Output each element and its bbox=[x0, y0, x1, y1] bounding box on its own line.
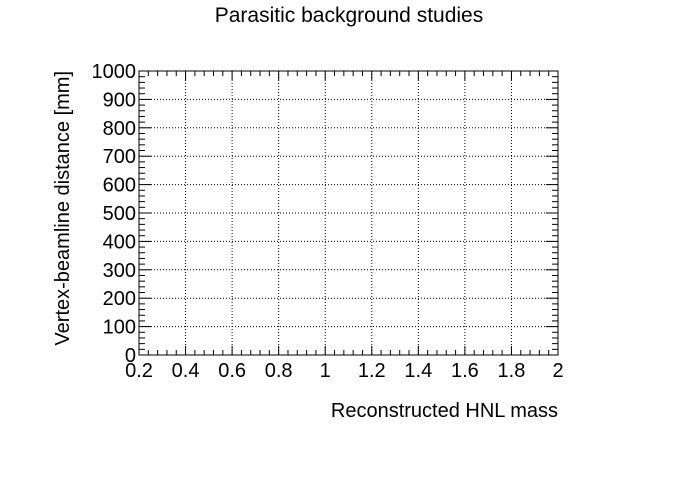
x-tick-label: 2 bbox=[552, 360, 563, 382]
x-tick-label: 0.6 bbox=[218, 360, 246, 382]
plot-frame bbox=[138, 70, 559, 356]
y-tick-label: 200 bbox=[103, 288, 136, 310]
y-tick-label: 800 bbox=[103, 118, 136, 140]
x-tick-label: 0.4 bbox=[172, 360, 200, 382]
x-tick-label: 1.4 bbox=[404, 360, 432, 382]
x-tick-label: 1.2 bbox=[358, 360, 386, 382]
chart-title: Parasitic background studies bbox=[215, 4, 483, 27]
y-tick-label: 300 bbox=[103, 260, 136, 282]
x-tick-label: 0.2 bbox=[125, 360, 153, 382]
x-axis-label: Reconstructed HNL mass bbox=[331, 400, 558, 422]
y-tick-label: 100 bbox=[103, 317, 136, 339]
x-tick-label: 1 bbox=[320, 360, 331, 382]
y-tick-label: 900 bbox=[103, 89, 136, 111]
y-tick-label: 700 bbox=[103, 146, 136, 168]
x-tick-label: 0.8 bbox=[265, 360, 293, 382]
tick-labels: 0.2 0.4 0.6 0.8 1 1.2 1.4 1.6 1.8 2 0 100 200 300 400 5… bbox=[92, 61, 564, 382]
x-tick-label: 1.6 bbox=[451, 360, 479, 382]
grid bbox=[139, 71, 558, 355]
y-tick-label: 600 bbox=[103, 175, 136, 197]
y-tick-label: 0 bbox=[125, 345, 136, 367]
y-axis-label: Vertex-beamline distance [mm] bbox=[52, 71, 74, 346]
y-tick-label: 1000 bbox=[92, 61, 137, 83]
y-tick-label: 500 bbox=[103, 203, 136, 225]
x-tick-label: 1.8 bbox=[498, 360, 526, 382]
axis-ticks bbox=[138, 70, 559, 356]
y-tick-label: 400 bbox=[103, 231, 136, 253]
